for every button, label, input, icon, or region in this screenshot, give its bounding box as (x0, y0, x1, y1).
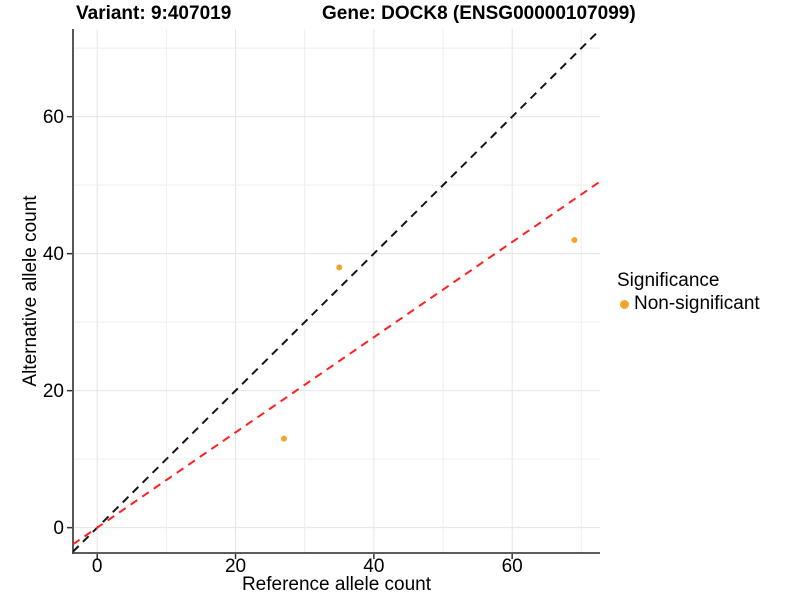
y-tick-label-40: 40 (43, 244, 64, 265)
x-tick-label-0: 0 (92, 556, 103, 577)
legend-item-non-significant: Non-significant (617, 293, 760, 315)
chart-title-gene: Gene: DOCK8 (ENSG00000107099) (322, 3, 636, 24)
y-axis-title: Alternative allele count (20, 195, 41, 387)
x-axis-title: Reference allele count (241, 574, 432, 595)
data-point-2 (571, 236, 578, 243)
chart-title-variant: Variant: 9:407019 (76, 3, 232, 24)
data-point-0 (280, 435, 287, 442)
legend-point-icon (620, 299, 629, 309)
identity-line (72, 28, 601, 553)
x-tick-label-40: 40 (363, 556, 384, 577)
y-tick-label-0: 0 (53, 518, 64, 539)
x-tick-label-20: 20 (225, 556, 246, 577)
regression-line (72, 180, 601, 546)
data-point-1 (336, 264, 343, 271)
x-tick-label-60: 60 (502, 556, 523, 577)
y-tick-label-60: 60 (43, 107, 64, 128)
legend-item-label: Non-significant (634, 293, 760, 314)
legend-title: Significance (617, 270, 720, 291)
y-tick-label-20: 20 (43, 381, 64, 402)
legend: Significance Non-significant (617, 270, 760, 315)
